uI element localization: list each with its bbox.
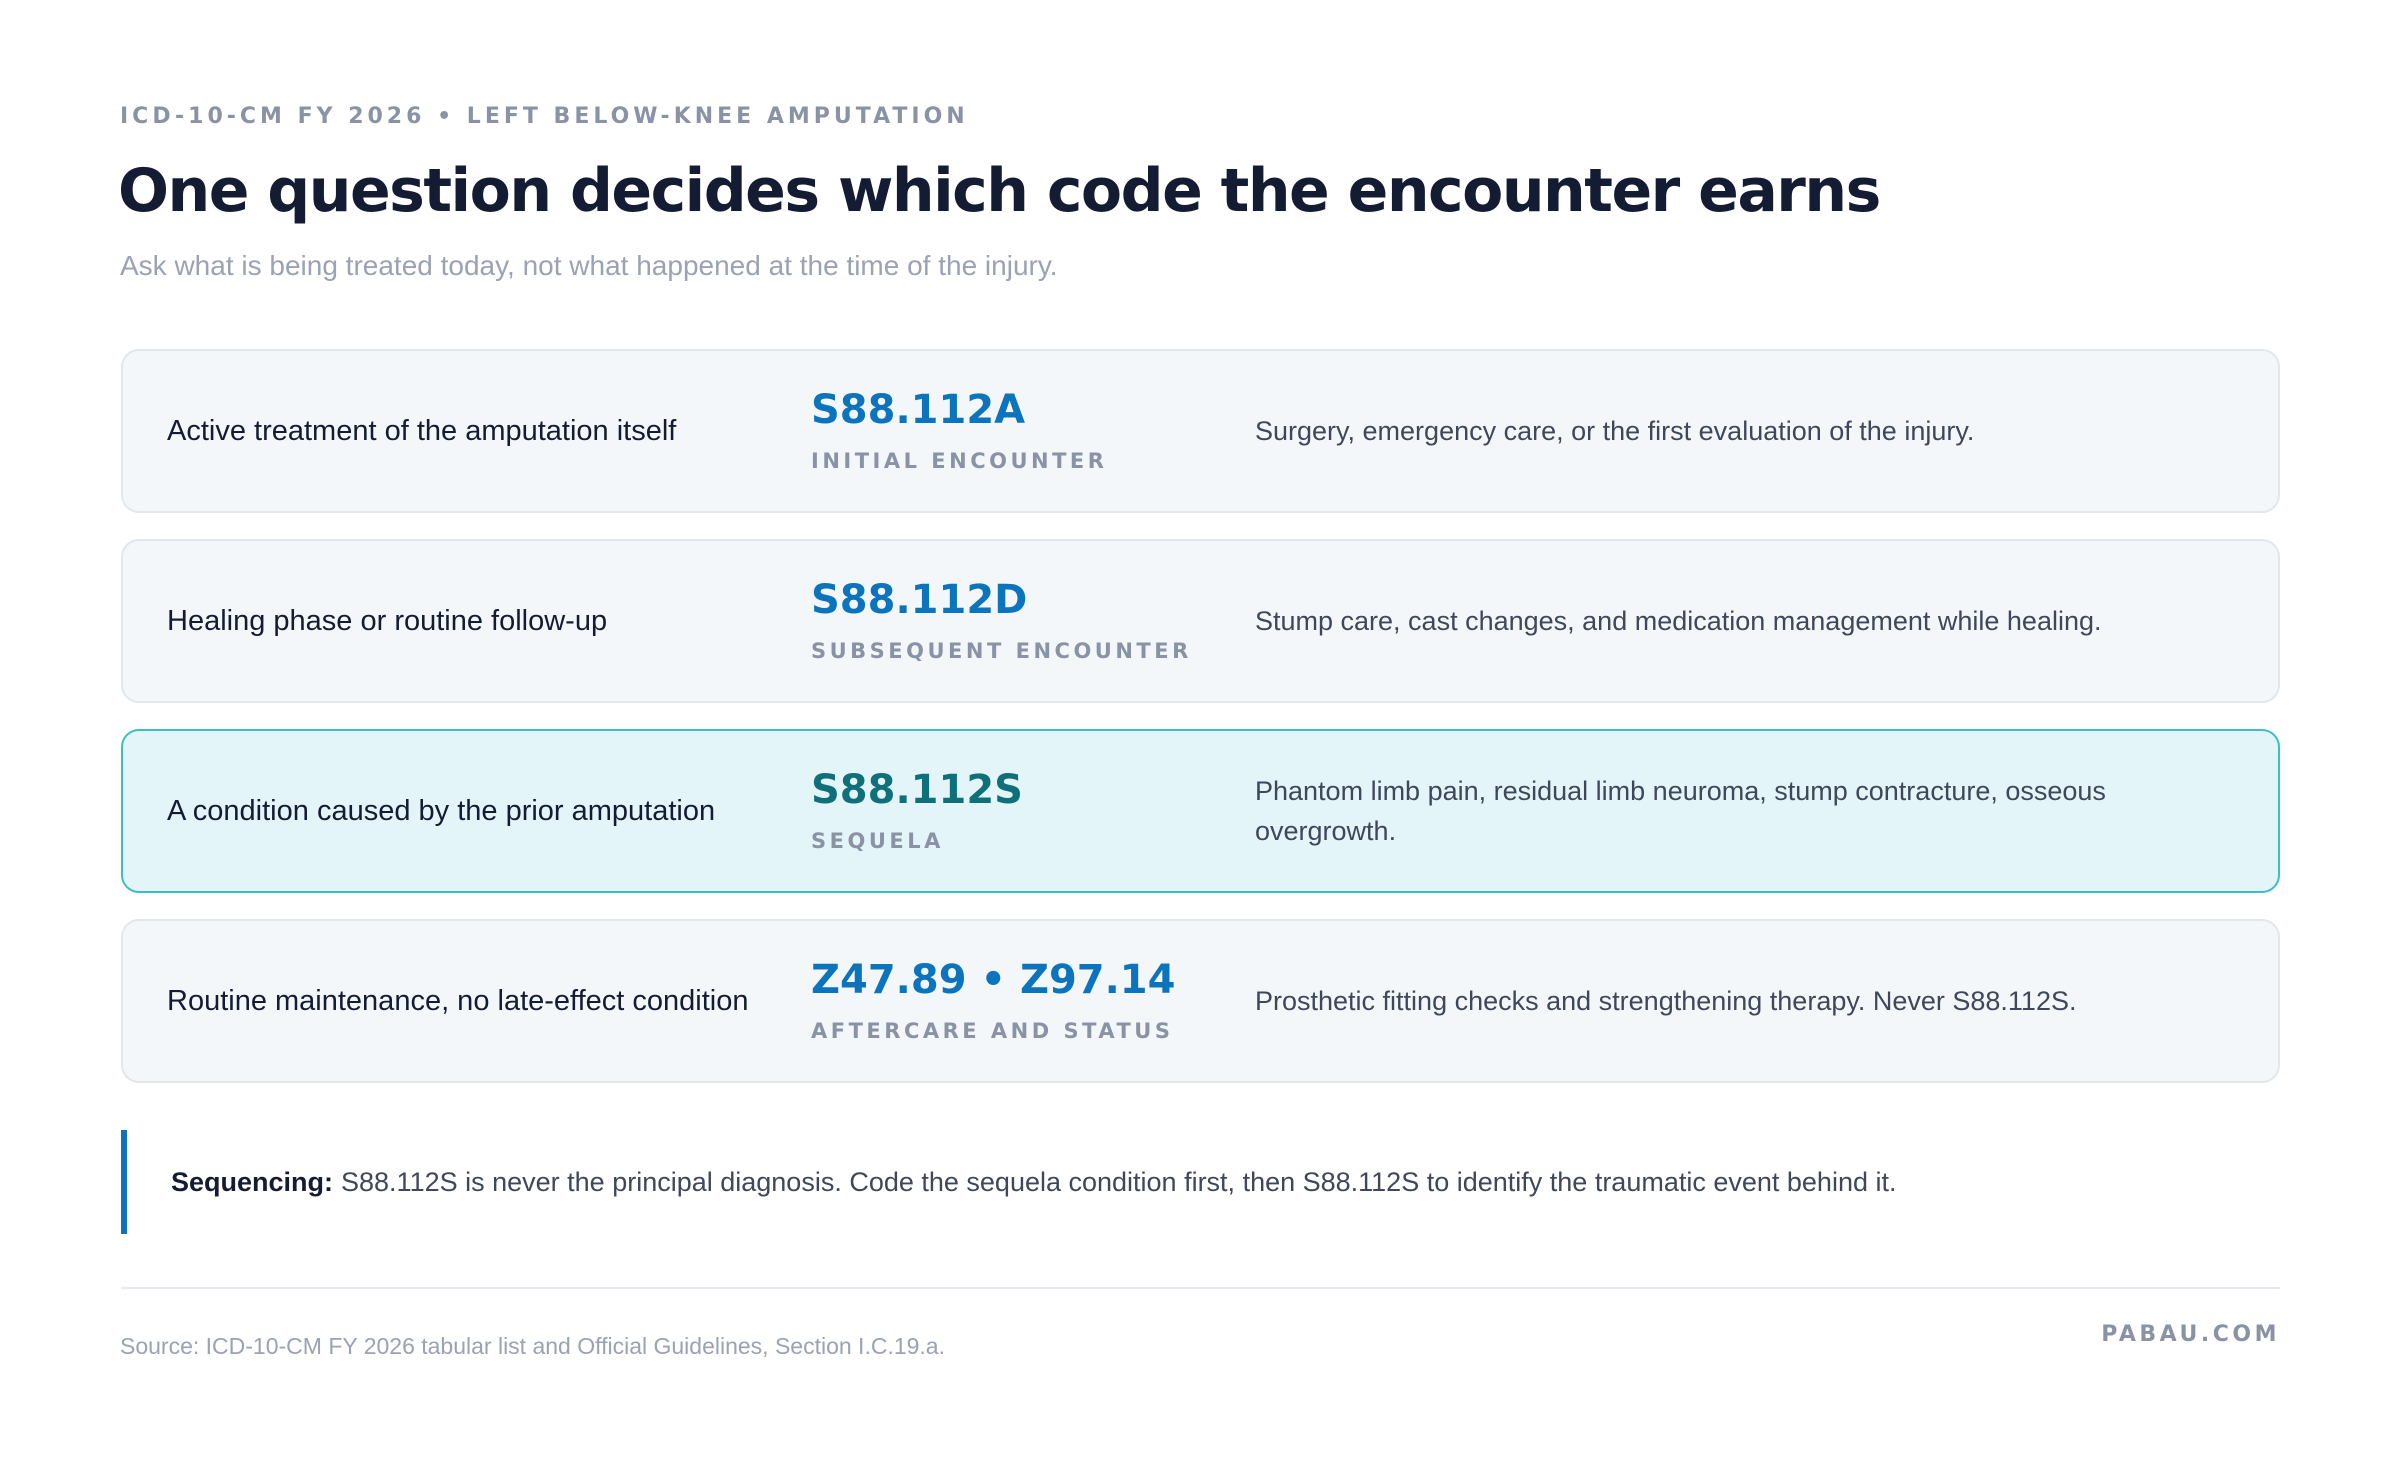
code-label: SEQUELA (811, 829, 944, 853)
sequencing-note: Sequencing: S88.112S is never the princi… (121, 1130, 2280, 1234)
situation: A condition caused by the prior amputati… (167, 795, 716, 827)
code: S88.112D (811, 577, 1028, 623)
subtitle: Ask what is being treated today, not wha… (120, 250, 1058, 281)
eyebrow: ICD-10-CM FY 2026 • LEFT BELOW-KNEE AMPU… (120, 104, 969, 129)
code-row: A condition caused by the prior amputati… (121, 729, 2280, 893)
code: S88.112S (811, 767, 1023, 813)
code-label: SUBSEQUENT ENCOUNTER (811, 639, 1192, 663)
situation: Routine maintenance, no late-effect cond… (167, 985, 749, 1017)
code-label: INITIAL ENCOUNTER (811, 449, 1108, 473)
code-row: Routine maintenance, no late-effect cond… (121, 919, 2280, 1083)
code-label: AFTERCARE AND STATUS (811, 1019, 1174, 1043)
source: Source: ICD-10-CM FY 2026 tabular list a… (120, 1333, 945, 1359)
code: S88.112A (811, 387, 1026, 433)
note-text: S88.112S is never the principal diagnosi… (341, 1166, 1897, 1197)
note-label: Sequencing: (171, 1166, 334, 1197)
code-row: Active treatment of the amputation itsel… (121, 349, 2280, 513)
description: Phantom limb pain, residual limb neuroma… (1255, 776, 2106, 846)
situation: Active treatment of the amputation itsel… (167, 415, 677, 447)
brand: PABAU.COM (2101, 1322, 2280, 1347)
description: Prosthetic fitting checks and strengthen… (1255, 986, 2077, 1016)
code-row: Healing phase or routine follow-up S88.11… (121, 539, 2280, 703)
situation: Healing phase or routine follow-up (167, 605, 608, 637)
code-table: Active treatment of the amputation itsel… (121, 349, 2280, 1109)
description: Surgery, emergency care, or the first ev… (1255, 416, 1975, 446)
code: Z47.89 • Z97.14 (811, 957, 1176, 1003)
divider (121, 1287, 2280, 1289)
title: One question decides which code the enco… (118, 156, 1881, 226)
description: Stump care, cast changes, and medication… (1255, 606, 2102, 636)
